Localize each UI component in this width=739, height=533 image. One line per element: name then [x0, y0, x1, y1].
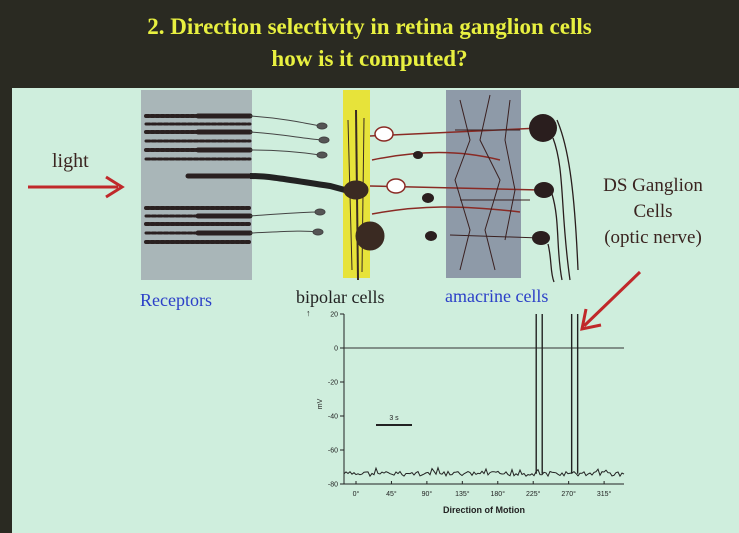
- ds-label-line1: DS Ganglion: [603, 175, 703, 196]
- slide-title-line2: how is it computed?: [271, 46, 468, 71]
- y-tick-label: 20: [330, 312, 338, 319]
- ds-label-line3: (optic nerve): [604, 227, 702, 248]
- optic-nerve-fibres: [547, 119, 579, 283]
- receptors-label: Receptors: [140, 290, 212, 310]
- y-tick-label: 0: [334, 346, 338, 353]
- amacrine-dendrites: [449, 94, 541, 271]
- x-tick-label: 225°: [526, 490, 541, 498]
- receptor-axons: [249, 115, 346, 236]
- ds-ganglion-label: DS Ganglion Cells (optic nerve): [588, 173, 718, 251]
- scale-bar-label: 3 s: [389, 415, 399, 422]
- receptor-band: [141, 90, 252, 280]
- light-arrow-icon: [28, 175, 125, 199]
- y-tick-label: -40: [328, 414, 338, 421]
- x-tick-label: 180°: [491, 490, 506, 498]
- x-tick-label: 90°: [422, 490, 433, 498]
- slide-title-line1: 2. Direction selectivity in retina gangl…: [147, 14, 592, 39]
- x-tick-label: 270°: [561, 490, 576, 498]
- y-tick-label: -20: [328, 380, 338, 387]
- x-tick-label: 315°: [597, 490, 612, 498]
- y-tick-label: -80: [328, 482, 338, 489]
- receptor-cells: [144, 113, 253, 244]
- amacrine-band: [446, 90, 521, 278]
- amacrine-cells-label: amacrine cells: [445, 286, 549, 306]
- x-tick-label: 135°: [455, 490, 470, 498]
- y-tick-label: -60: [328, 448, 338, 455]
- x-tick-label: 45°: [386, 490, 397, 498]
- light-label: light: [52, 150, 89, 172]
- x-axis-label: Direction of Motion: [443, 505, 525, 515]
- ds-label-line2: Cells: [633, 201, 673, 222]
- figure-panel: [12, 88, 739, 533]
- small-cell-bodies: [374, 126, 406, 194]
- y-axis-arrow-icon: ↑: [306, 308, 311, 318]
- resting-trace: [343, 466, 625, 478]
- ganglion-cells: [413, 114, 557, 245]
- bipolar-cells-label: bipolar cells: [296, 287, 385, 307]
- y-axis-label: mV: [317, 398, 324, 409]
- x-tick-label: 0°: [353, 490, 360, 498]
- bipolar-cells: [343, 109, 385, 281]
- ds-pointer-arrow-icon: [580, 270, 642, 331]
